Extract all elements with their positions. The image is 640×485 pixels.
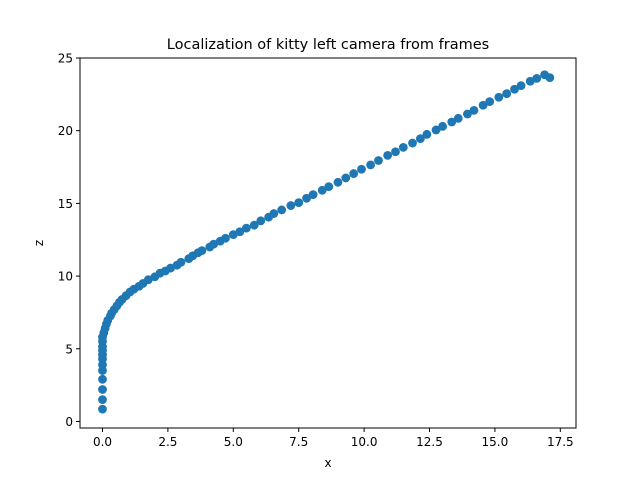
data-point (324, 182, 334, 192)
x-tick-label: 7.5 (289, 435, 308, 449)
data-point (249, 220, 259, 230)
data-point (447, 117, 457, 127)
data-point (408, 138, 417, 148)
data-point (308, 190, 318, 200)
data-point (302, 193, 311, 203)
data-point (502, 89, 512, 99)
data-point (485, 97, 495, 107)
chart-title: Localization of kitty left camera from f… (167, 37, 489, 53)
data-point (383, 151, 393, 160)
x-tick-label: 2.5 (158, 435, 177, 449)
data-point (357, 164, 366, 174)
data-point (341, 173, 351, 183)
data-point (294, 198, 304, 208)
data-point (349, 169, 359, 178)
y-tick-label: 20 (58, 124, 73, 138)
y-axis-ticks: 0 5 10 15 20 25 (58, 52, 80, 429)
data-point (422, 129, 432, 139)
data-point (235, 227, 245, 237)
x-tick-label: 17.5 (547, 435, 574, 449)
data-point (333, 177, 343, 187)
data-point (269, 209, 279, 218)
data-point (176, 257, 186, 267)
data-points (98, 70, 555, 414)
data-point (463, 109, 472, 119)
data-point (545, 73, 555, 83)
data-point (532, 73, 542, 83)
x-tick-label: 0.0 (93, 435, 112, 449)
y-tick-label: 10 (58, 270, 73, 284)
x-tick-label: 15.0 (482, 435, 509, 449)
data-point (510, 84, 519, 94)
y-tick-label: 25 (58, 52, 73, 66)
data-point (469, 105, 479, 115)
data-point (366, 160, 376, 170)
data-point (516, 81, 526, 91)
data-point (494, 92, 504, 102)
data-point (398, 143, 408, 152)
data-point (374, 156, 383, 165)
y-axis-label: z (32, 240, 46, 246)
data-point (453, 113, 463, 123)
x-tick-label: 12.5 (416, 435, 443, 449)
data-point (98, 404, 107, 414)
data-point (431, 125, 441, 135)
data-point (241, 223, 251, 233)
data-point (438, 121, 447, 131)
data-point (415, 134, 425, 144)
data-point (98, 385, 107, 394)
data-point (317, 185, 327, 195)
data-point (286, 201, 296, 210)
x-tick-label: 5.0 (224, 435, 243, 449)
x-axis-label: x (324, 456, 331, 470)
x-axis-ticks: 0.0 2.5 5.0 7.5 10.0 12.5 15.0 17.5 (93, 428, 574, 449)
data-point (98, 395, 107, 405)
y-tick-label: 5 (65, 342, 73, 356)
y-tick-label: 15 (58, 197, 73, 211)
data-point (256, 216, 266, 226)
data-point (221, 233, 230, 243)
data-point (391, 147, 400, 157)
y-tick-label: 0 (65, 415, 73, 429)
plot-area-frame (79, 57, 577, 429)
data-point (277, 205, 287, 215)
x-tick-label: 10.0 (351, 435, 378, 449)
data-point (197, 246, 207, 256)
data-point (478, 100, 488, 110)
data-point (98, 374, 107, 384)
